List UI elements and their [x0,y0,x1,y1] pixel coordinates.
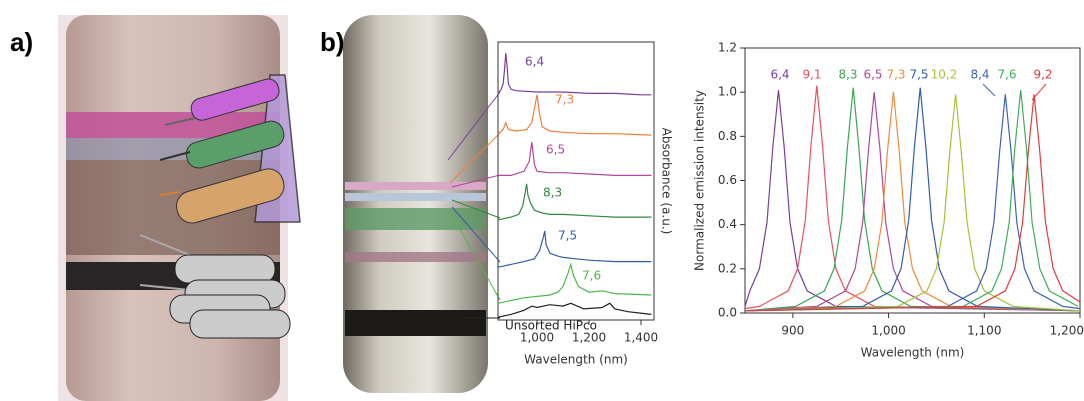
series-label: 7,6 [997,68,1016,82]
series-line [497,94,652,136]
y-tick-label: 0.4 [718,217,737,231]
x-tick-label: 1,000 [871,324,905,338]
photo-b [343,15,488,393]
series-line [744,92,1081,312]
series-label: 7,5 [558,229,577,243]
series-line [498,142,652,176]
series-line [744,92,1081,312]
y-tick-label: 1.0 [718,85,737,99]
y-tick-label: 0.6 [718,173,737,187]
series-label: 8,4 [970,68,989,82]
series-line [497,230,652,268]
x-tick-label: 1,100 [967,324,1001,338]
y-tick-label: 0.8 [718,129,737,143]
series-label: 8,3 [838,68,857,82]
photo-a [58,15,301,401]
x-tick-label: 1,400 [624,331,658,345]
x-tick-label: 1,000 [520,331,554,345]
series-label: 7,3 [555,93,574,107]
series-label: 9,2 [1033,68,1052,82]
series-label: 6,4 [770,68,789,82]
series-label: 6,5 [863,68,882,82]
panel-label: b) [320,27,345,57]
annotation-arrows [982,83,1047,101]
series-line [497,53,652,96]
connector-lines [447,91,501,319]
series-label: 7,3 [886,68,905,82]
series-label: 8,3 [543,186,562,200]
x-tick-label: 1,200 [1050,324,1084,338]
plot-frame [497,41,655,321]
series-label: 10,2 [931,68,958,82]
series-label: 6,4 [525,55,544,69]
x-axis-label: Wavelength (nm) [861,346,965,360]
x-tick-label: 900 [781,324,804,338]
series-label: 7,6 [582,269,601,283]
series-line [744,94,1081,312]
series-line [744,94,1081,312]
panel-label: a) [10,27,33,57]
series-line [497,302,652,318]
series-label: 6,5 [546,143,565,157]
series-line [744,89,1079,312]
series-line [744,89,1081,312]
x-tick-label: 1,200 [572,331,606,345]
y-axis-label: Absorbance (a.u.) [660,128,674,235]
series-line [744,94,1081,312]
series-line [744,87,1081,312]
series-line [744,87,1081,312]
y-tick-label: 1.2 [718,41,737,55]
series-label: Unsorted HiPco [505,319,597,333]
y-tick-label: 0.0 [718,306,737,320]
y-axis-label: Normalized emission intensity [693,90,707,271]
series-label: 7,5 [909,68,928,82]
y-tick-label: 0.2 [718,261,737,275]
series-line [497,262,652,304]
series-line [497,183,652,221]
x-axis-label: Wavelength (nm) [524,353,628,367]
series-label: 9,1 [802,68,821,82]
